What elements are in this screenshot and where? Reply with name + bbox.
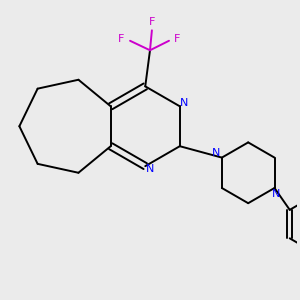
Text: N: N bbox=[212, 148, 220, 158]
Text: N: N bbox=[146, 164, 154, 174]
Text: F: F bbox=[149, 17, 155, 27]
Text: F: F bbox=[174, 34, 181, 44]
Text: F: F bbox=[118, 34, 125, 44]
Text: N: N bbox=[272, 189, 281, 199]
Text: N: N bbox=[180, 98, 189, 109]
